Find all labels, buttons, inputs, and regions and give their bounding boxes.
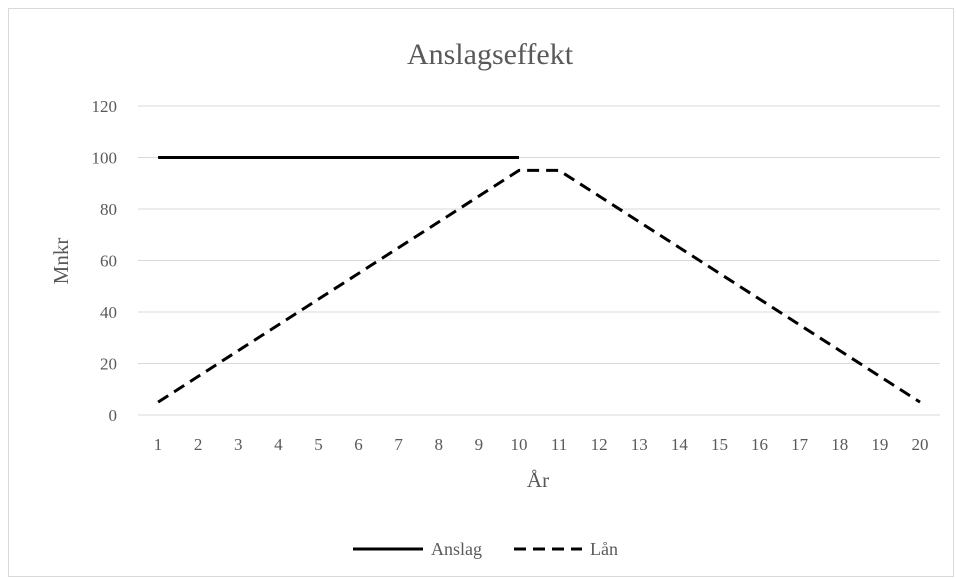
- y-tick-label: 80: [100, 200, 117, 219]
- x-axis-label: År: [527, 468, 549, 492]
- chart-title: Anslagseffekt: [407, 38, 574, 71]
- y-tick-label: 40: [100, 303, 117, 322]
- x-tick-label: 11: [551, 435, 567, 454]
- x-tick-label: 1: [154, 435, 163, 454]
- y-axis-label: Mnkr: [49, 238, 73, 285]
- x-tick-label: 9: [475, 435, 484, 454]
- x-tick-label: 10: [510, 435, 527, 454]
- series-lines: [157, 156, 921, 404]
- x-axis-ticks: 1 2 3 4 5 6 7 8 9 10 11 12 13 14 15 16 17 18 19 20: [154, 435, 929, 454]
- x-tick-label: 18: [831, 435, 848, 454]
- x-tick-label: 15: [711, 435, 728, 454]
- x-tick-label: 2: [194, 435, 203, 454]
- y-tick-label: 60: [100, 252, 117, 271]
- x-tick-label: 13: [631, 435, 648, 454]
- x-tick-label: 19: [871, 435, 888, 454]
- x-tick-label: 7: [394, 435, 403, 454]
- x-tick-label: 3: [234, 435, 243, 454]
- x-tick-label: 16: [751, 435, 768, 454]
- x-tick-label: 14: [671, 435, 689, 454]
- legend-label-2: Lån: [590, 539, 618, 559]
- x-tick-label: 5: [314, 435, 323, 454]
- y-tick-label: 100: [92, 149, 118, 168]
- gridlines: [138, 105, 940, 416]
- x-tick-label: 12: [591, 435, 608, 454]
- x-tick-label: 4: [274, 435, 283, 454]
- x-tick-label: 17: [791, 435, 809, 454]
- series-line-2: [157, 168, 921, 404]
- y-tick-label: 0: [109, 406, 118, 425]
- y-tick-label: 20: [100, 355, 117, 374]
- y-axis-ticks: 0 20 40 60 80 100 120: [92, 97, 118, 425]
- x-tick-label: 8: [435, 435, 444, 454]
- chart-frame: [8, 8, 954, 577]
- x-tick-label: 6: [354, 435, 363, 454]
- legend: Anslag Lån: [353, 539, 618, 559]
- legend-label-1: Anslag: [431, 539, 482, 559]
- y-tick-label: 120: [92, 97, 118, 116]
- x-tick-label: 20: [911, 435, 928, 454]
